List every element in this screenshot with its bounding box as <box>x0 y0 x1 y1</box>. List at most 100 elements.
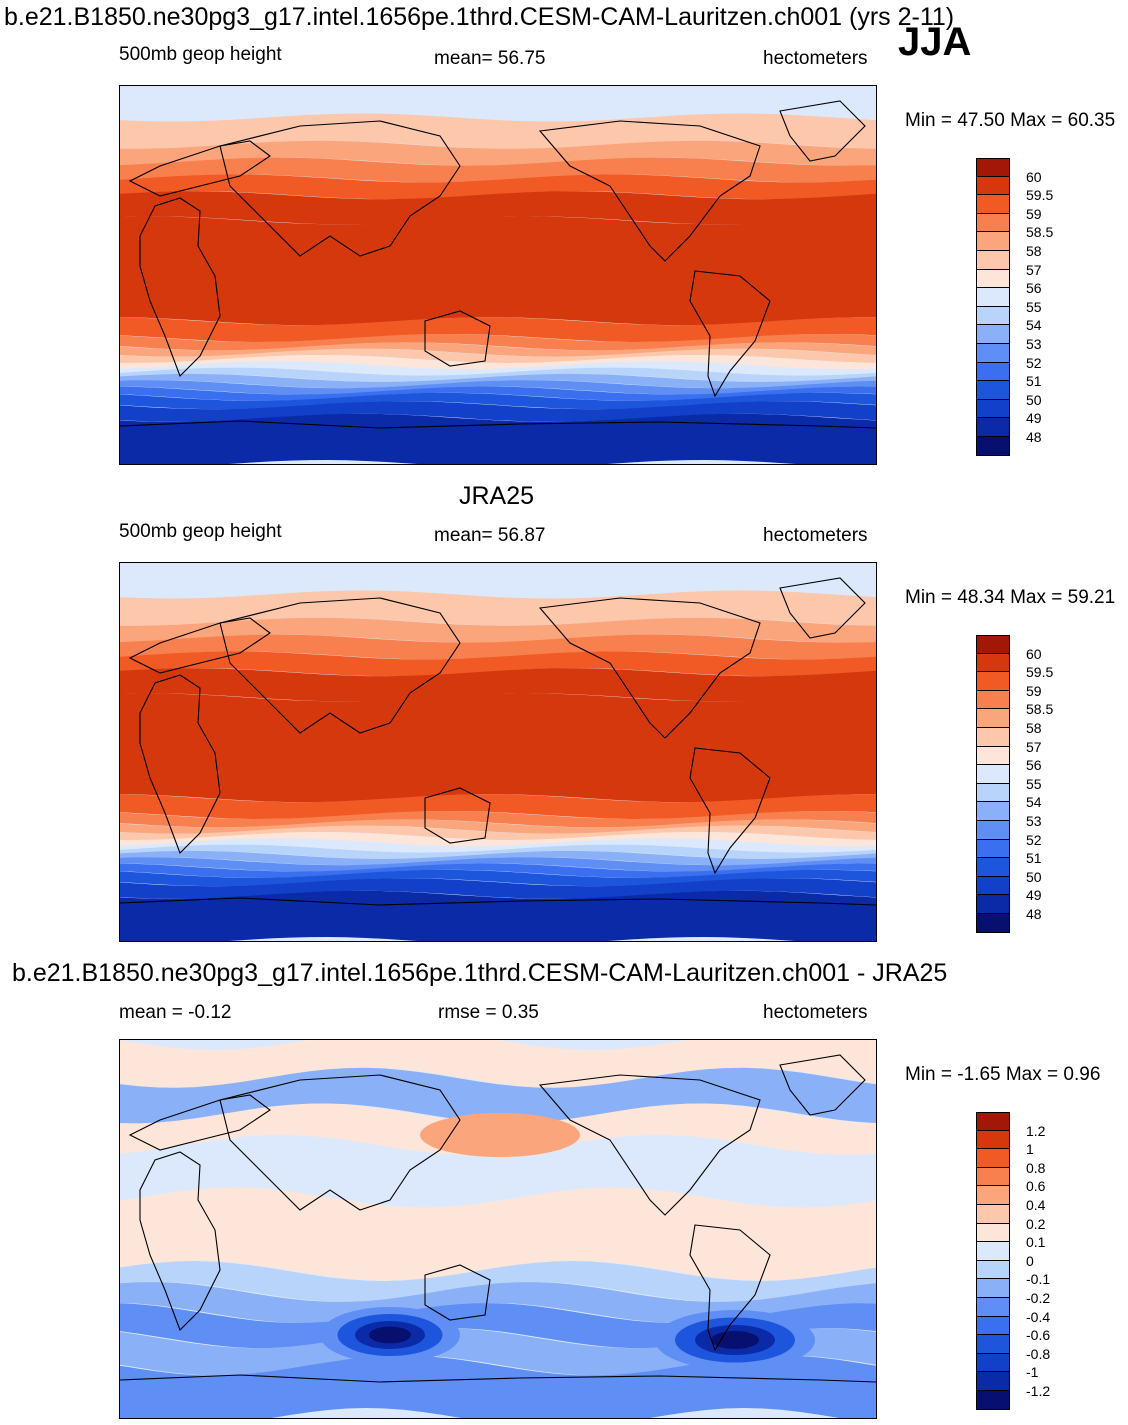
colorbar-label: 0.8 <box>1026 1159 1046 1176</box>
colorbar-label: 53 <box>1026 336 1042 352</box>
colorbar-swatch <box>976 399 1010 419</box>
coastlines <box>120 577 876 906</box>
colorbar-swatch <box>976 1167 1010 1187</box>
contour-band <box>120 191 876 225</box>
contour-band <box>120 1067 876 1124</box>
colorbar-label: 58.5 <box>1026 224 1054 241</box>
panel1-units: hectometers <box>763 48 868 69</box>
colorbar-swatch <box>976 858 1010 877</box>
colorbar-swatch <box>976 709 1010 728</box>
contour-band <box>120 86 876 122</box>
coastline <box>424 1264 491 1321</box>
contour-band <box>120 832 876 847</box>
subtropical-high <box>775 244 865 268</box>
panel2-units: hectometers <box>763 525 868 546</box>
colorbar-swatch <box>976 1223 1010 1243</box>
colorbar-swatch <box>976 1353 1010 1373</box>
colorbar-label: 54 <box>1026 794 1042 811</box>
colorbar-label: 58 <box>1026 720 1042 736</box>
colorbar-swatch <box>976 176 1010 196</box>
panel3-rmse: rmse = 0.35 <box>438 1002 539 1023</box>
contour-band <box>120 857 876 872</box>
colorbar-swatch <box>976 362 1010 382</box>
contour-field <box>120 563 876 941</box>
colorbar-swatch <box>976 1112 1010 1131</box>
contour-band <box>120 878 876 899</box>
panel3-minmax: Min = -1.65 Max = 0.96 <box>905 1064 1101 1085</box>
coastline <box>689 270 771 398</box>
contour-band <box>120 157 876 183</box>
coastline <box>128 1094 271 1151</box>
coastline <box>538 597 761 739</box>
colorbar-swatch <box>976 1335 1010 1354</box>
colorbar-swatch <box>976 783 1010 803</box>
colorbar-label: 0 <box>1026 1252 1034 1269</box>
coastline <box>139 674 221 854</box>
colorbar-label: 51 <box>1026 373 1042 390</box>
contour-band <box>120 386 876 401</box>
colorbar-swatch <box>976 746 1010 766</box>
colorbar-swatch <box>976 1279 1010 1298</box>
colorbar-label: 1.2 <box>1026 1122 1046 1139</box>
colorbar-label: 59 <box>1026 682 1042 699</box>
colorbar-swatch <box>976 672 1010 691</box>
colorbar-swatch <box>976 1204 1010 1224</box>
coastline <box>779 1054 866 1116</box>
contour-band <box>120 825 876 840</box>
season-label: JJA <box>898 20 972 64</box>
coastline <box>139 1151 221 1331</box>
contour-band <box>120 174 876 200</box>
contour-band <box>120 401 876 422</box>
colorbar-swatch <box>976 250 1010 270</box>
contour-band <box>120 651 876 677</box>
panel3-colorbar <box>976 1112 1010 1410</box>
coastline <box>538 120 761 262</box>
panel1-variable: 500mb geop height <box>119 44 282 65</box>
coastline <box>128 617 271 674</box>
contour-band <box>120 668 876 702</box>
colorbar-swatch <box>976 1186 1010 1205</box>
coastline <box>538 1074 761 1216</box>
colorbar-swatch <box>976 765 1010 784</box>
panel2-map <box>119 562 877 942</box>
colorbar-swatch <box>976 690 1010 710</box>
colorbar-label: 52 <box>1026 354 1042 371</box>
contour-band <box>120 355 876 370</box>
coastline <box>120 1374 876 1383</box>
colorbar-swatch <box>976 1372 1010 1391</box>
contour-band <box>120 1040 876 1088</box>
coastline <box>219 1074 461 1211</box>
colorbar-swatch <box>976 802 1010 821</box>
contour-band <box>120 361 876 376</box>
contour-band <box>120 617 876 643</box>
colorbar-label: 50 <box>1026 391 1042 408</box>
colorbar-swatch <box>976 1260 1010 1280</box>
contour-band <box>120 863 876 878</box>
colorbar-swatch <box>976 288 1010 307</box>
coastline <box>219 120 461 257</box>
colorbar-label: 58 <box>1026 243 1042 259</box>
colorbar-label: 54 <box>1026 317 1042 334</box>
subtropical-high <box>165 728 235 748</box>
colorbar-swatch <box>976 820 1010 840</box>
contour-band <box>120 1355 876 1418</box>
panel2-title: JRA25 <box>459 482 535 510</box>
contour-band <box>120 590 876 626</box>
contour-band <box>120 348 876 363</box>
anomaly-low <box>369 1326 411 1344</box>
contour-field <box>120 1040 876 1418</box>
contour-band <box>120 1187 876 1281</box>
contour-band <box>120 693 876 803</box>
contour-band <box>120 850 876 866</box>
contour-band <box>120 890 876 941</box>
colorbar-label: 48 <box>1026 429 1042 445</box>
colorbar-swatch <box>976 913 1010 933</box>
colorbar-swatch <box>976 436 1010 456</box>
colorbar-swatch <box>976 1130 1010 1150</box>
contour-band <box>120 1135 876 1208</box>
contour-band <box>120 1261 876 1302</box>
coastline <box>424 310 491 367</box>
subtropical-high <box>775 721 865 745</box>
contour-band <box>120 113 876 149</box>
panel1-mean: mean= 56.75 <box>434 48 546 69</box>
